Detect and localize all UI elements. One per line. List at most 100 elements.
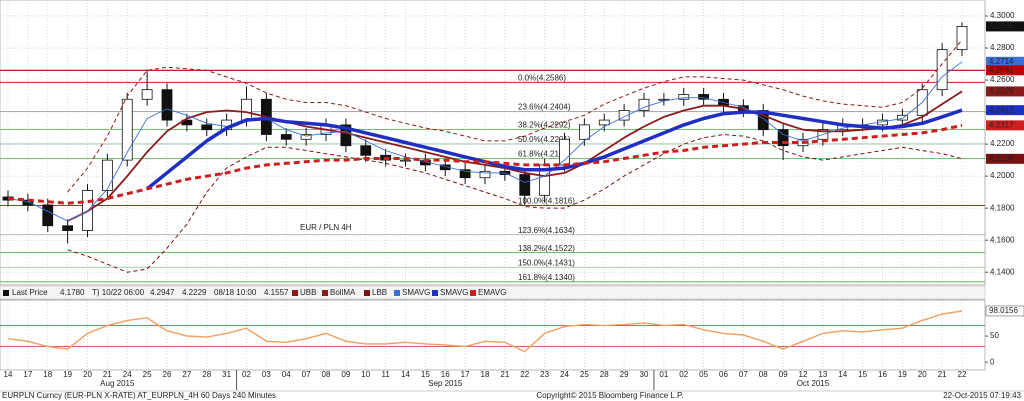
indicator-line xyxy=(7,123,963,205)
candle-body xyxy=(161,89,173,121)
indicator-value-box xyxy=(986,153,1024,164)
candle-body xyxy=(400,159,411,162)
candle-body xyxy=(42,204,54,227)
x-tick-label: 14 xyxy=(4,370,13,379)
fib-label: 100.0%(4.1816) xyxy=(518,197,575,206)
y-tick-label: 4.1800 xyxy=(990,203,1015,212)
candle-body xyxy=(121,98,133,161)
header-stat: T) 10/22 06:00 xyxy=(92,288,145,297)
y-tick-label: 4.1600 xyxy=(990,235,1015,244)
indicator-line xyxy=(67,39,963,193)
x-tick-label: 02 xyxy=(679,370,688,379)
indicator-value-label: 4.2714 xyxy=(989,57,1014,66)
x-tick-label: 17 xyxy=(23,370,32,379)
candle-body xyxy=(936,49,948,91)
x-tick-label: 28 xyxy=(600,370,609,379)
x-tick-label: 13 xyxy=(818,370,827,379)
x-tick-label: 15 xyxy=(858,370,867,379)
x-tick-label: 10 xyxy=(361,370,370,379)
oscillator-tick-label: 0 xyxy=(990,357,995,366)
fib-label: 0.0%(4.2586) xyxy=(518,73,566,82)
x-tick-label: 19 xyxy=(63,370,72,379)
header-stat: 4.1780 xyxy=(60,288,85,297)
x-tick-label: 09 xyxy=(341,370,350,379)
candle-body xyxy=(638,98,650,111)
legend-swatch xyxy=(364,290,370,296)
candle-body xyxy=(896,114,908,121)
candle-body xyxy=(62,225,74,231)
x-tick-label: 24 xyxy=(560,370,569,379)
candle-body xyxy=(201,124,213,131)
indicator-value-label: 4.2108 xyxy=(989,154,1014,163)
candle-body xyxy=(141,89,153,100)
line-value-box xyxy=(986,65,1024,76)
x-tick-label: 06 xyxy=(719,370,728,379)
candle-body xyxy=(519,174,531,196)
x-tick-label: 22 xyxy=(958,370,967,379)
x-tick-label: 28 xyxy=(202,370,211,379)
header-stat: 08/18 10:00 xyxy=(214,288,257,297)
x-tick-label: 04 xyxy=(282,370,291,379)
legend-label: SMAVG xyxy=(440,288,468,297)
price-panel xyxy=(0,0,986,286)
legend-swatch xyxy=(394,290,400,296)
candle-body xyxy=(698,94,710,100)
candle-body xyxy=(598,119,610,126)
y-tick-label: 4.2800 xyxy=(990,43,1015,52)
x-tick-label: 08 xyxy=(322,370,331,379)
x-tick-label: 27 xyxy=(182,370,191,379)
month-label: Sep 2015 xyxy=(428,379,463,388)
header-stat: 4.2229 xyxy=(182,288,207,297)
x-tick-label: 02 xyxy=(242,370,251,379)
footer-left: EURPLN Curncy (EUR-PLN X-RATE) AT_EURPLN… xyxy=(2,391,276,400)
x-tick-label: 09 xyxy=(779,370,788,379)
x-tick-label: 07 xyxy=(302,370,311,379)
candle-body xyxy=(360,145,372,156)
indicator-value-label: 4.2529 xyxy=(989,87,1014,96)
candle-body xyxy=(340,124,352,147)
indicator-value-box xyxy=(986,86,1024,97)
header-stat: Last Price xyxy=(12,288,48,297)
x-tick-label: 18 xyxy=(43,370,52,379)
x-tick-label: 25 xyxy=(580,370,589,379)
x-tick-label: 31 xyxy=(222,370,231,379)
legend-row xyxy=(0,285,986,300)
y-tick-label: 4.3000 xyxy=(990,11,1015,20)
x-tick-label: 03 xyxy=(262,370,271,379)
candle-body xyxy=(300,134,312,140)
oscillator-value-label: 98.0156 xyxy=(989,306,1018,315)
indicator-value-label: 4.2412 xyxy=(989,105,1014,114)
chart-title: EUR / PLN 4H xyxy=(300,223,352,232)
legend-swatch xyxy=(470,290,476,296)
candle-body xyxy=(618,110,630,121)
legend-swatch xyxy=(432,290,438,296)
candle-body xyxy=(777,129,789,147)
x-tick-label: 18 xyxy=(481,370,490,379)
x-tick-label: 24 xyxy=(123,370,132,379)
legend-label: SMAVG xyxy=(402,288,430,297)
x-tick-label: 16 xyxy=(878,370,887,379)
x-tick-label: 14 xyxy=(401,370,410,379)
x-tick-label: 21 xyxy=(500,370,509,379)
fib-label: 138.2%(4.1522) xyxy=(518,244,575,253)
y-tick-label: 4.2200 xyxy=(990,139,1015,148)
candle-body xyxy=(280,134,292,140)
legend-label: EMAVG xyxy=(478,288,506,297)
candle-body xyxy=(22,199,34,206)
x-tick-label: 20 xyxy=(83,370,92,379)
indicator-line xyxy=(67,90,963,222)
x-tick-label: 21 xyxy=(938,370,947,379)
month-label: Aug 2015 xyxy=(100,379,135,388)
indicator-line xyxy=(146,108,963,191)
line-value-label: 4.2661 xyxy=(989,65,1014,74)
fib-label: 38.2%(4.2292) xyxy=(518,120,571,129)
oscillator-tick-label: 50 xyxy=(990,331,999,340)
fib-label: 123.6%(4.1634) xyxy=(518,226,575,235)
x-tick-label: 19 xyxy=(898,370,907,379)
header-stat: 4.2947 xyxy=(150,288,175,297)
y-tick-label: 4.1400 xyxy=(990,267,1015,276)
candle-body xyxy=(241,98,252,121)
footer-center: Copyright© 2015 Bloomberg Finance L.P. xyxy=(536,391,683,400)
legend-swatch xyxy=(3,290,9,296)
